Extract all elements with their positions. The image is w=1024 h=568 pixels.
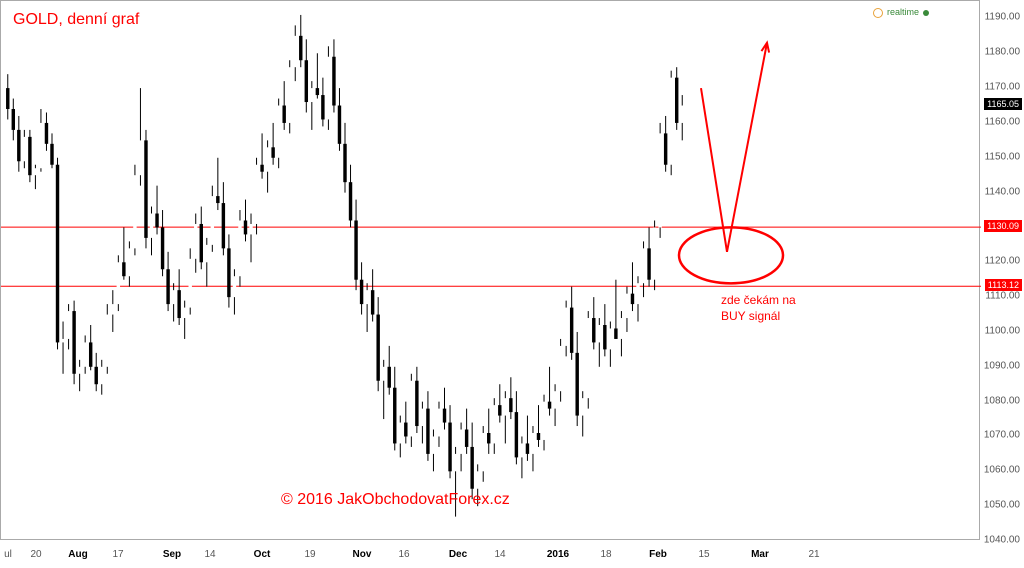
y-tick: 1110.00 [985, 291, 1020, 302]
x-tick: 14 [204, 549, 215, 560]
x-tick: 16 [398, 549, 409, 560]
x-tick: 17 [112, 549, 123, 560]
price-tag: 1113.12 [985, 279, 1022, 291]
x-tick: Dec [449, 549, 467, 560]
x-axis: ul 20 Aug 17 Sep 14 Oct 19 Nov 16 Dec 14 2016 18 Feb 15… [0, 540, 980, 568]
x-tick: Feb [649, 549, 667, 560]
y-tick: 1180.00 [985, 47, 1020, 58]
x-tick: Oct [254, 549, 271, 560]
x-tick: Nov [353, 549, 372, 560]
y-axis: 1040.001050.001060.001070.001080.001090.… [980, 0, 1024, 540]
buy-annotation: zde čekám na BUY signál [721, 293, 796, 324]
annotation-line1: zde čekám na [721, 293, 796, 307]
chart-plot-area[interactable]: GOLD, denní graf © 2016 JakObchodovatFor… [0, 0, 980, 540]
y-tick: 1150.00 [985, 151, 1020, 162]
x-tick: ul [4, 549, 12, 560]
x-tick: 14 [494, 549, 505, 560]
chart-title: GOLD, denní graf [13, 11, 139, 29]
price-tag: 1130.09 [984, 220, 1022, 232]
y-tick: 1100.00 [985, 325, 1020, 336]
y-tick: 1070.00 [984, 430, 1020, 441]
copyright-text: © 2016 JakObchodovatForex.cz [281, 491, 510, 509]
y-tick: 1060.00 [984, 465, 1020, 476]
y-tick: 1080.00 [984, 395, 1020, 406]
x-tick: 19 [304, 549, 315, 560]
y-tick: 1170.00 [985, 82, 1020, 93]
x-tick: 18 [600, 549, 611, 560]
y-tick: 1140.00 [985, 186, 1020, 197]
x-tick: 2016 [547, 549, 569, 560]
realtime-indicator: realtime [873, 7, 929, 18]
y-tick: 1090.00 [984, 360, 1020, 371]
price-tag: 1165.05 [984, 98, 1022, 110]
x-tick: Mar [751, 549, 769, 560]
x-tick: 20 [30, 549, 41, 560]
y-tick: 1120.00 [985, 256, 1020, 267]
x-tick: 15 [698, 549, 709, 560]
chart-svg [1, 1, 981, 541]
x-tick: 21 [808, 549, 819, 560]
annotation-line2: BUY signál [721, 309, 780, 323]
y-tick: 1050.00 [984, 500, 1020, 511]
x-tick: Sep [163, 549, 181, 560]
y-tick: 1190.00 [985, 12, 1020, 23]
x-tick: Aug [68, 549, 87, 560]
y-tick: 1040.00 [984, 535, 1020, 546]
y-tick: 1160.00 [985, 116, 1020, 127]
